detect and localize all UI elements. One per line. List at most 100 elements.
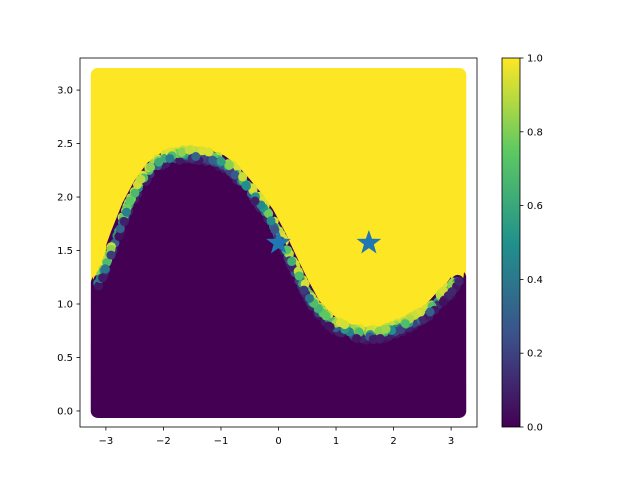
- scatter-point: [447, 287, 457, 297]
- scatter-point: [266, 404, 279, 417]
- colorbar-gradient: [502, 58, 520, 427]
- scatter-point: [146, 162, 156, 172]
- scatter-point: [197, 146, 207, 156]
- y-tick-label: 2.5: [57, 139, 73, 150]
- x-tick-label: 0: [275, 436, 281, 447]
- scatter-point: [93, 369, 106, 382]
- x-tick-label: −3: [99, 436, 114, 447]
- scatter-point: [366, 403, 379, 416]
- scatter-point: [327, 72, 340, 85]
- scatter-point: [431, 71, 444, 84]
- scatter-point: [325, 322, 335, 332]
- scatter-point: [241, 180, 251, 190]
- scatter-point: [206, 72, 219, 85]
- x-tick-label: −2: [156, 436, 171, 447]
- scatter-point: [415, 69, 428, 82]
- scatter-point: [452, 249, 465, 262]
- scatter-point: [139, 73, 152, 86]
- scatter-point: [118, 69, 131, 82]
- scatter-point: [438, 297, 448, 307]
- x-axis: −3 −2 −1 0 1 2 3: [99, 427, 454, 447]
- scatter-point: [452, 308, 465, 321]
- scatter-point: [452, 367, 465, 380]
- scatter-point: [94, 281, 104, 291]
- scatter-point: [238, 172, 248, 182]
- scatter-point: [122, 402, 135, 415]
- scatter-point: [265, 71, 278, 84]
- scatter-point: [451, 403, 464, 416]
- scatter-point: [93, 316, 106, 329]
- scatter-point: [304, 69, 317, 82]
- colorbar-frame: [501, 57, 521, 428]
- scatter-point: [130, 188, 140, 198]
- scatter-point: [147, 402, 160, 415]
- scatter-point: [391, 399, 404, 412]
- scatter-point: [93, 180, 106, 193]
- plot-area: [80, 58, 477, 427]
- star-marker: [266, 229, 291, 254]
- scatter-point: [131, 402, 144, 415]
- scatter-point: [152, 74, 165, 87]
- scatter-point: [165, 153, 175, 163]
- scatter-point: [92, 134, 105, 147]
- colorbar: 0.0 0.2 0.4 0.6 0.8 1.0: [501, 54, 543, 434]
- scatter-point: [224, 69, 237, 82]
- scatter-point: [323, 404, 335, 417]
- scatter-point: [93, 389, 106, 402]
- scatter-point: [91, 239, 104, 252]
- scatter-point: [352, 334, 362, 344]
- scatter-point: [451, 391, 464, 404]
- scatter-point: [191, 152, 201, 162]
- scatter-point: [98, 273, 108, 283]
- y-tick-label: 1.0: [57, 300, 73, 311]
- colorbar-tick-label: 0.2: [527, 349, 543, 360]
- scatter-point: [230, 170, 240, 180]
- scatter-point: [162, 70, 175, 83]
- colorbar-tick-label: 0.6: [527, 201, 543, 212]
- scatter-point: [294, 271, 304, 281]
- scatter-point: [115, 224, 125, 234]
- scatter-point: [154, 157, 164, 167]
- scatter-point: [450, 379, 463, 392]
- colorbar-ticks: 0.0 0.2 0.4 0.6 0.8 1.0: [520, 54, 543, 434]
- scatter-point: [375, 333, 385, 343]
- x-tick-label: 1: [333, 436, 339, 447]
- scatter-point: [340, 320, 350, 330]
- scatter-point: [368, 334, 378, 344]
- scatter-point: [287, 257, 297, 267]
- x-tick-label: 2: [390, 436, 396, 447]
- x-tick-label: −1: [214, 436, 229, 447]
- scatter-point: [225, 160, 234, 170]
- scatter-point: [305, 401, 318, 414]
- scatter-point: [93, 163, 106, 176]
- scatter-point: [175, 155, 185, 165]
- scatter-point: [232, 400, 245, 413]
- scatter-point: [452, 89, 465, 102]
- scatter-point: [173, 70, 186, 83]
- scatter-point: [395, 71, 408, 84]
- scatter-point: [453, 299, 466, 312]
- scatter-point: [253, 400, 266, 413]
- colorbar-tick-label: 0.4: [527, 275, 543, 286]
- scatter-point: [428, 399, 441, 412]
- scatter-point: [387, 70, 399, 83]
- y-tick-label: 0.0: [57, 406, 73, 417]
- scatter-point: [264, 209, 274, 219]
- scatter-point: [336, 400, 349, 413]
- scatter-point: [381, 324, 391, 334]
- scatter-point: [92, 86, 105, 99]
- scatter-point: [129, 68, 142, 81]
- scatter-point: [93, 220, 106, 233]
- colorbar-tick-label: 0.0: [527, 423, 543, 434]
- scatter-point: [159, 404, 172, 417]
- scatter-point: [452, 342, 465, 355]
- scatter-point: [250, 196, 260, 206]
- scatter-point: [93, 106, 106, 119]
- star-marker: [356, 229, 382, 254]
- scatter-point: [283, 403, 296, 416]
- scatter-point: [216, 156, 226, 166]
- scatter-points: [90, 67, 467, 418]
- scatter-point: [211, 404, 224, 417]
- y-axis: 0.0 0.5 1.0 1.5 2.0 2.5 3.0: [57, 86, 80, 417]
